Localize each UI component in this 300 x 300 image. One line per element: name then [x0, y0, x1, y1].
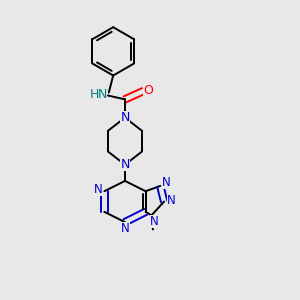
Text: H: H — [90, 88, 99, 101]
Text: N: N — [167, 194, 176, 207]
Text: N: N — [94, 183, 102, 196]
Text: N: N — [120, 111, 130, 124]
Text: N: N — [162, 176, 171, 190]
Text: N: N — [120, 158, 130, 171]
Text: N: N — [97, 88, 107, 101]
Text: N: N — [121, 221, 130, 235]
Text: O: O — [143, 84, 153, 97]
Text: N: N — [150, 215, 159, 228]
